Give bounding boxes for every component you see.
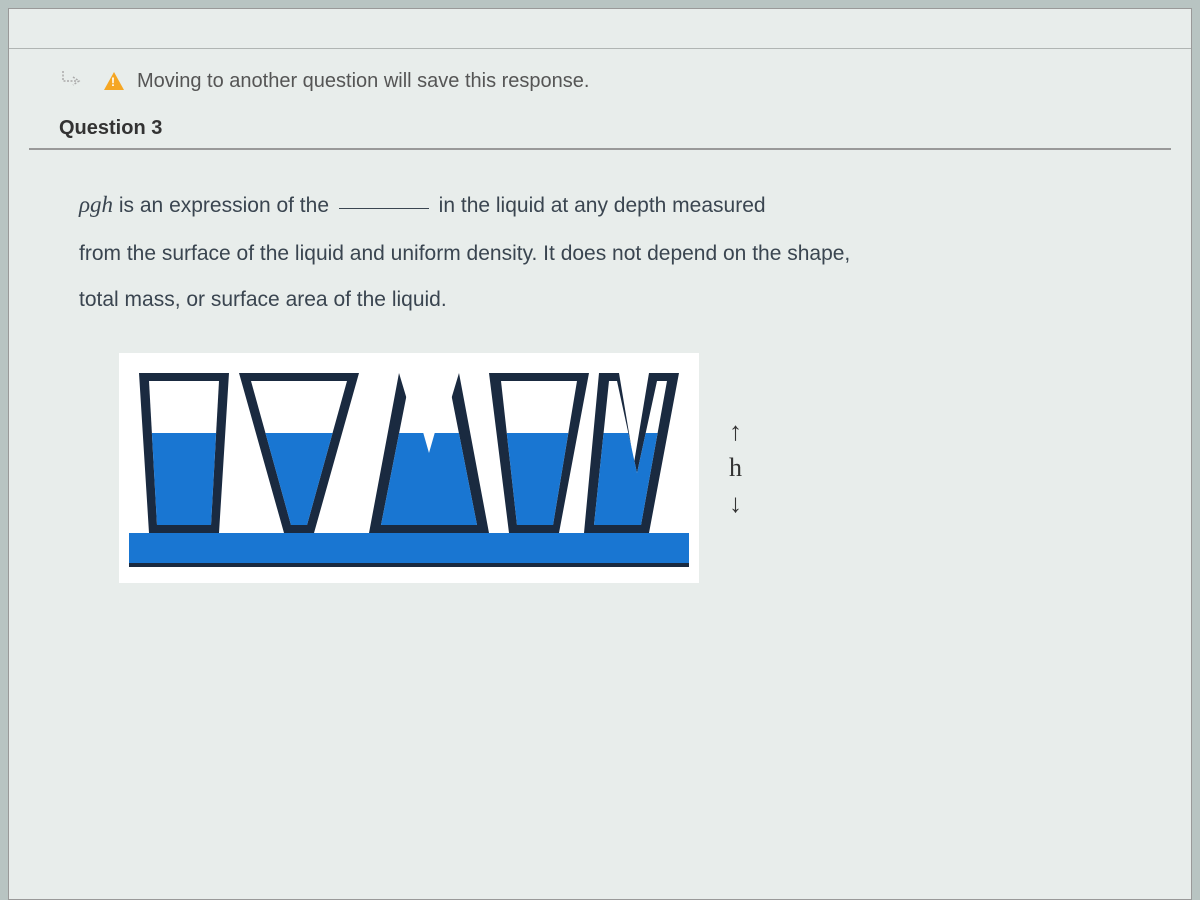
notice-bar: Moving to another question will save thi… [9, 49, 1191, 109]
outer-frame: Moving to another question will save thi… [0, 0, 1200, 900]
q-text-5: total mass, or surface area of the liqui… [79, 288, 447, 311]
notice-text: Moving to another question will save thi… [137, 70, 589, 93]
arrow-down-icon: ↓ [729, 491, 742, 517]
top-bar [9, 9, 1191, 49]
question-header: Question 3 [29, 109, 1171, 150]
h-label: h [729, 453, 742, 483]
arrow-up-icon: ↑ [729, 419, 742, 445]
height-indicator: ↑ h ↓ [729, 419, 742, 517]
content-panel: Moving to another question will save thi… [8, 8, 1192, 900]
q-text-2: is an expression of the [113, 194, 335, 217]
question-text: ρgh is an expression of the in the liqui… [79, 180, 1131, 323]
vessels-diagram [119, 353, 699, 583]
question-body: ρgh is an expression of the in the liqui… [9, 150, 1191, 603]
diagram-area: ↑ h ↓ [79, 353, 1131, 583]
q-text-3: in the liquid at any depth measured [433, 194, 766, 217]
q-text-4: from the surface of the liquid and unifo… [79, 242, 850, 265]
formula: ρgh [79, 192, 113, 217]
nav-arrow-icon[interactable] [59, 67, 85, 95]
question-title: Question 3 [59, 117, 162, 139]
fill-blank[interactable] [339, 208, 429, 209]
warning-icon [103, 70, 125, 92]
